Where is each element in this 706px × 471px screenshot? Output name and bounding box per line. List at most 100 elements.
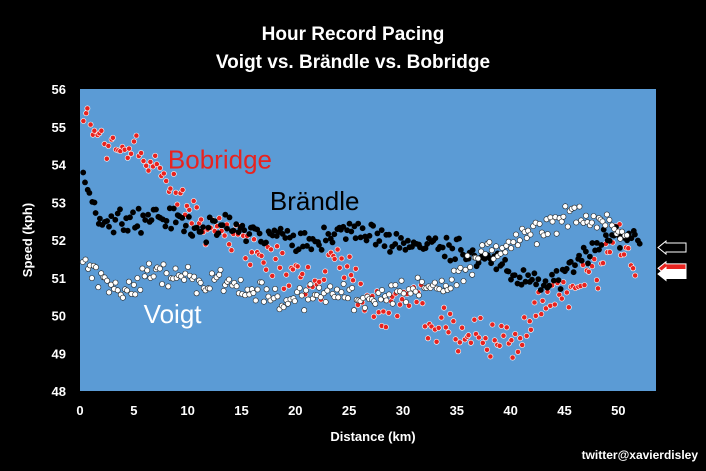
data-point: [256, 230, 263, 237]
data-point: [341, 274, 348, 281]
data-point: [216, 215, 223, 221]
data-point: [226, 276, 232, 283]
data-point: [98, 127, 105, 134]
data-point: [93, 264, 99, 271]
data-point: [549, 271, 555, 278]
data-point: [550, 277, 557, 284]
data-point: [469, 247, 476, 253]
data-point: [439, 244, 446, 251]
data-point: [219, 222, 226, 228]
data-point: [512, 331, 519, 337]
data-point: [83, 110, 90, 117]
data-point: [518, 281, 525, 288]
data-point: [263, 286, 270, 293]
data-point: [106, 289, 112, 296]
data-point: [432, 235, 439, 242]
data-point: [625, 245, 632, 252]
data-point: [493, 266, 500, 273]
data-point: [226, 241, 232, 248]
data-point: [152, 152, 159, 159]
data-point: [105, 142, 112, 149]
data-point: [581, 282, 588, 288]
data-point: [317, 294, 324, 301]
data-point: [114, 287, 121, 294]
data-point: [190, 198, 197, 204]
x-tick-label: 40: [503, 403, 517, 418]
data-point: [502, 256, 508, 263]
data-point: [551, 301, 558, 308]
data-point: [508, 337, 515, 344]
data-point: [441, 304, 447, 311]
data-point: [106, 223, 112, 230]
x-tick-label: 25: [342, 403, 356, 418]
data-point: [502, 249, 509, 256]
data-point: [509, 354, 516, 361]
data-point: [594, 224, 600, 231]
data-point: [576, 203, 583, 210]
data-point: [182, 270, 189, 277]
data-point: [242, 255, 249, 262]
data-point: [456, 235, 462, 242]
data-point: [138, 150, 144, 156]
x-axis-title: Distance (km): [330, 429, 415, 444]
data-point: [205, 224, 212, 231]
data-point: [560, 279, 567, 285]
series-label: Voigt: [144, 299, 203, 329]
data-point: [285, 282, 292, 289]
data-point: [325, 230, 332, 237]
data-point: [304, 242, 310, 249]
data-point: [465, 332, 472, 339]
data-point: [221, 232, 228, 239]
data-point: [340, 223, 347, 230]
chart-subtitle: Voigt vs. Brändle vs. Bobridge: [216, 52, 490, 73]
data-point: [241, 227, 248, 234]
data-point: [572, 262, 578, 269]
data-point: [230, 227, 237, 234]
data-point: [301, 229, 308, 236]
data-point: [443, 234, 450, 241]
data-point: [619, 228, 625, 235]
data-point: [160, 170, 167, 177]
y-tick-label: 53: [52, 195, 66, 210]
data-point: [322, 268, 329, 275]
x-tick-label: 50: [611, 403, 625, 418]
data-point: [387, 248, 393, 255]
data-point: [535, 276, 542, 283]
data-point: [533, 281, 539, 288]
data-point: [456, 339, 463, 346]
data-point: [352, 265, 359, 272]
data-point: [334, 246, 341, 253]
data-point: [488, 260, 494, 267]
data-point: [553, 230, 560, 237]
data-point: [563, 265, 570, 272]
data-point: [435, 324, 442, 331]
x-tick-label: 30: [396, 403, 410, 418]
data-point: [334, 286, 340, 293]
data-point: [460, 278, 467, 284]
data-point: [153, 161, 160, 167]
data-point: [124, 154, 131, 161]
data-point: [505, 238, 512, 245]
series-labels: Bobridge Brändle Voigt: [144, 144, 360, 329]
data-point: [284, 227, 291, 234]
data-point: [258, 252, 265, 259]
series-label: Brändle: [270, 186, 360, 216]
data-point: [322, 299, 329, 305]
data-point: [148, 217, 155, 223]
data-point: [150, 273, 157, 280]
data-point: [449, 245, 456, 252]
data-point: [132, 291, 139, 298]
data-point: [496, 342, 503, 349]
data-point: [220, 287, 227, 294]
data-point: [448, 276, 455, 283]
data-point: [170, 205, 177, 212]
data-point: [531, 299, 538, 306]
data-point: [237, 276, 244, 283]
data-point: [112, 279, 119, 286]
data-point: [342, 236, 349, 242]
data-point: [543, 305, 549, 312]
data-point: [585, 260, 591, 267]
data-point: [564, 223, 571, 230]
data-point: [340, 281, 347, 287]
